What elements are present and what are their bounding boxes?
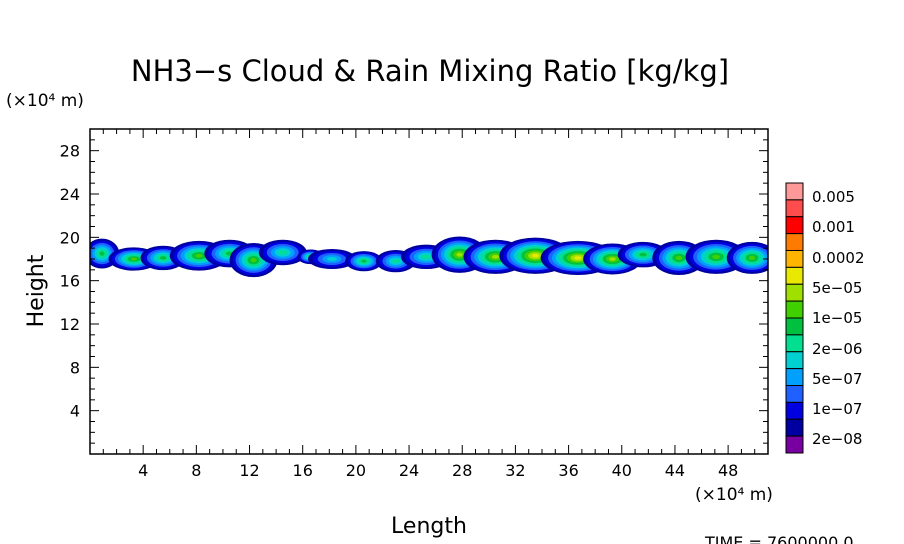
colorbar-swatch: [785, 250, 804, 268]
cloud-blob: [748, 255, 756, 260]
colorbar-swatch: [785, 385, 804, 403]
cloud-blob: [159, 256, 167, 260]
colorbar-label: 0.005: [812, 188, 855, 206]
cloud-blob: [712, 254, 720, 259]
colorbar-swatch: [785, 300, 804, 319]
cloud-blob: [675, 255, 683, 261]
colorbar-swatch: [785, 216, 804, 235]
colorbar-label: 5e−05: [812, 279, 862, 297]
cloud-blob: [99, 251, 105, 256]
cloud-blob: [278, 250, 287, 255]
colorbar-swatch: [785, 199, 804, 218]
cloud-blob: [574, 256, 582, 260]
colorbar-label: 0.001: [812, 218, 855, 236]
cloud-blob: [392, 259, 400, 264]
colorbar-label: 0.0002: [812, 249, 865, 267]
y-tick-label: 24: [60, 185, 80, 204]
colorbar-swatch: [785, 418, 804, 437]
colorbar: 0.005 0.001 0.0002 5e−05 1e−05 2e−06 5e−07 1e−0…: [785, 182, 865, 454]
colorbar-swatch: [785, 368, 804, 386]
y-axis-label: Height: [24, 254, 49, 327]
colorbar-swatch: [785, 317, 804, 336]
colorbar-swatch: [785, 182, 804, 201]
x-tick-label: 24: [399, 461, 419, 480]
colorbar-label: 1e−05: [812, 309, 862, 327]
cloud-blob: [491, 254, 500, 259]
y-ticks: 4 8 12 16 20 24 28: [60, 139, 768, 444]
x-tick-label: 8: [191, 461, 201, 480]
plot-frame: [89, 128, 769, 455]
y-tick-label: 4: [70, 402, 80, 421]
x-axis-label: Length: [391, 514, 467, 539]
y-unit-label: (×10⁴ m): [6, 91, 84, 111]
x-tick-label: 48: [718, 461, 738, 480]
cloud-blob: [639, 252, 647, 257]
colorbar-swatch: [785, 283, 804, 302]
x-tick-label: 20: [346, 461, 366, 480]
colorbar-label: 5e−07: [812, 370, 862, 388]
x-tick-label: 28: [452, 461, 472, 480]
cloud-blob: [130, 257, 138, 261]
x-tick-label: 16: [293, 461, 313, 480]
x-ticks: 4 8 12 16 20 24 28 32 36 40 44 48: [102, 129, 756, 480]
x-tick-label: 32: [505, 461, 525, 480]
cloud-blob: [327, 256, 337, 262]
chart-title: NH3−s Cloud & Rain Mixing Ratio [kg/kg]: [131, 54, 729, 88]
colorbar-label: 2e−06: [812, 340, 862, 358]
cloud-blob: [531, 253, 539, 258]
y-tick-label: 8: [70, 358, 80, 377]
colorbar-swatch: [785, 334, 804, 353]
colorbar-swatch: [785, 266, 804, 285]
y-tick-label: 28: [60, 142, 80, 161]
colorbar-label: 2e−08: [812, 430, 862, 448]
x-tick-label: 36: [558, 461, 578, 480]
colorbar-swatch: [785, 233, 804, 251]
y-tick-label: 16: [60, 272, 80, 291]
cloud-blob: [422, 254, 431, 259]
x-tick-label: 12: [239, 461, 259, 480]
colorbar-swatch: [785, 401, 804, 420]
cloud-field: [90, 236, 768, 278]
x-tick-label: 44: [665, 461, 685, 480]
x-unit-label: (×10⁴ m): [695, 485, 773, 505]
colorbar-swatch: [785, 435, 804, 454]
y-tick-label: 20: [60, 228, 80, 247]
cloud-blob: [456, 252, 463, 257]
cloud-blob: [195, 253, 203, 258]
colorbar-label: 1e−07: [812, 400, 862, 418]
x-tick-label: 4: [138, 461, 148, 480]
cloud-blob: [250, 257, 257, 263]
x-tick-label: 40: [612, 461, 632, 480]
time-label: TIME = 7600000.0: [704, 533, 854, 544]
y-tick-label: 12: [60, 315, 80, 334]
cloud-blob: [361, 259, 367, 263]
cloud-blob: [609, 257, 616, 261]
colorbar-swatch: [785, 351, 804, 370]
